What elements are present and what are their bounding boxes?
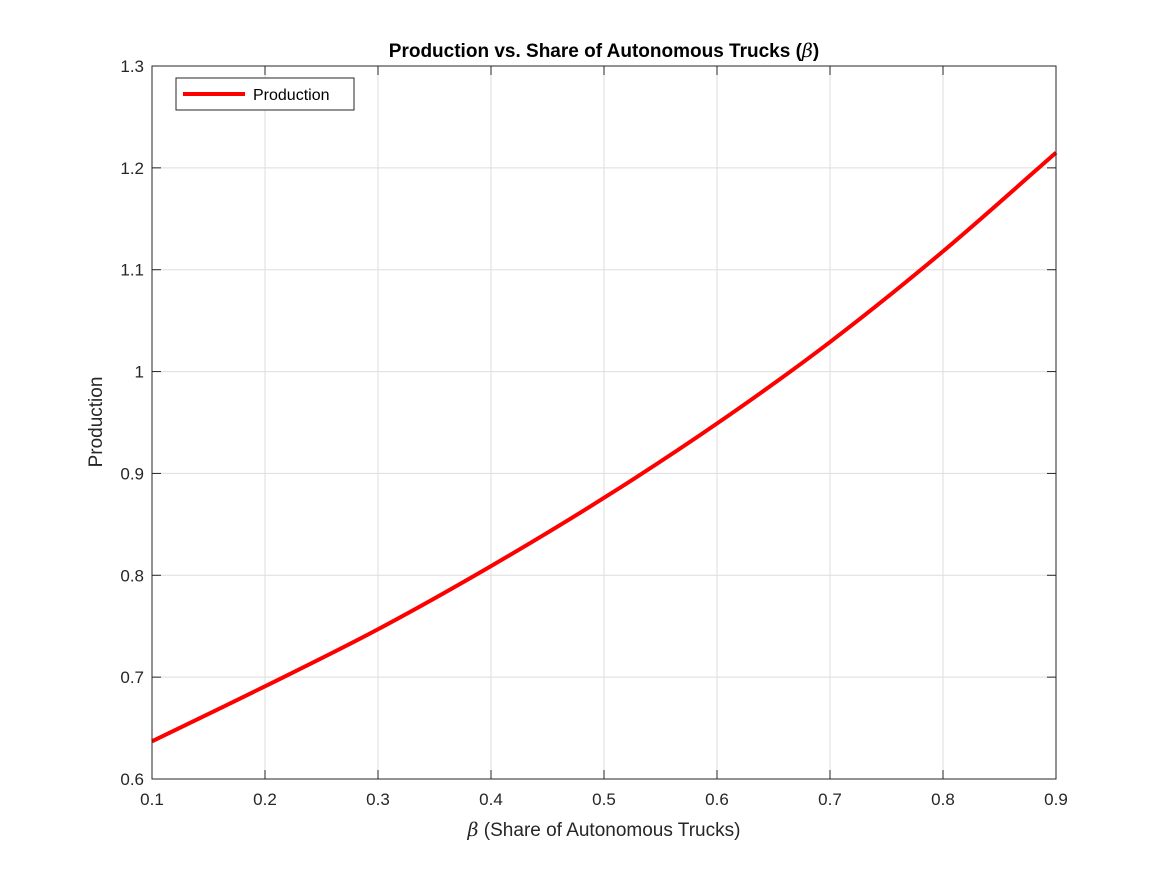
x-tick-label: 0.3: [366, 790, 390, 809]
y-tick-labels: 0.6 0.7 0.8 0.9 1 1.1 1.2 1.3: [120, 57, 144, 789]
legend: Production: [175, 77, 355, 111]
x-tick-label: 0.2: [253, 790, 277, 809]
tick-marks: [151, 65, 1057, 780]
x-tick-label: 0.1: [140, 790, 164, 809]
x-tick-labels: 0.1 0.2 0.3 0.4 0.5 0.6 0.7 0.8 0.9: [140, 790, 1068, 809]
x-tick-label: 0.9: [1044, 790, 1068, 809]
series-line-production: [151, 151, 1058, 744]
chart-title: Production vs. Share of Autonomous Truck…: [389, 40, 819, 62]
y-axis-label: Production: [86, 377, 107, 468]
x-tick-label: 0.5: [592, 790, 616, 809]
y-tick-label: 1.2: [120, 159, 144, 178]
y-tick-label: 0.9: [120, 464, 144, 483]
legend-entry-label: Production: [253, 87, 330, 104]
y-tick-label: 0.6: [120, 770, 144, 789]
y-tick-label: 1: [135, 363, 144, 382]
x-tick-label: 0.6: [705, 790, 729, 809]
series-layer: [151, 151, 1058, 744]
x-axis-label: β (Share of Autonomous Trucks): [467, 819, 741, 841]
y-tick-label: 1.1: [120, 261, 144, 280]
x-tick-label: 0.4: [479, 790, 503, 809]
y-tick-label: 0.7: [120, 668, 144, 687]
y-tick-label: 0.8: [120, 566, 144, 585]
y-tick-label: 1.3: [120, 57, 144, 76]
x-tick-label: 0.8: [931, 790, 955, 809]
x-tick-label: 0.7: [818, 790, 842, 809]
